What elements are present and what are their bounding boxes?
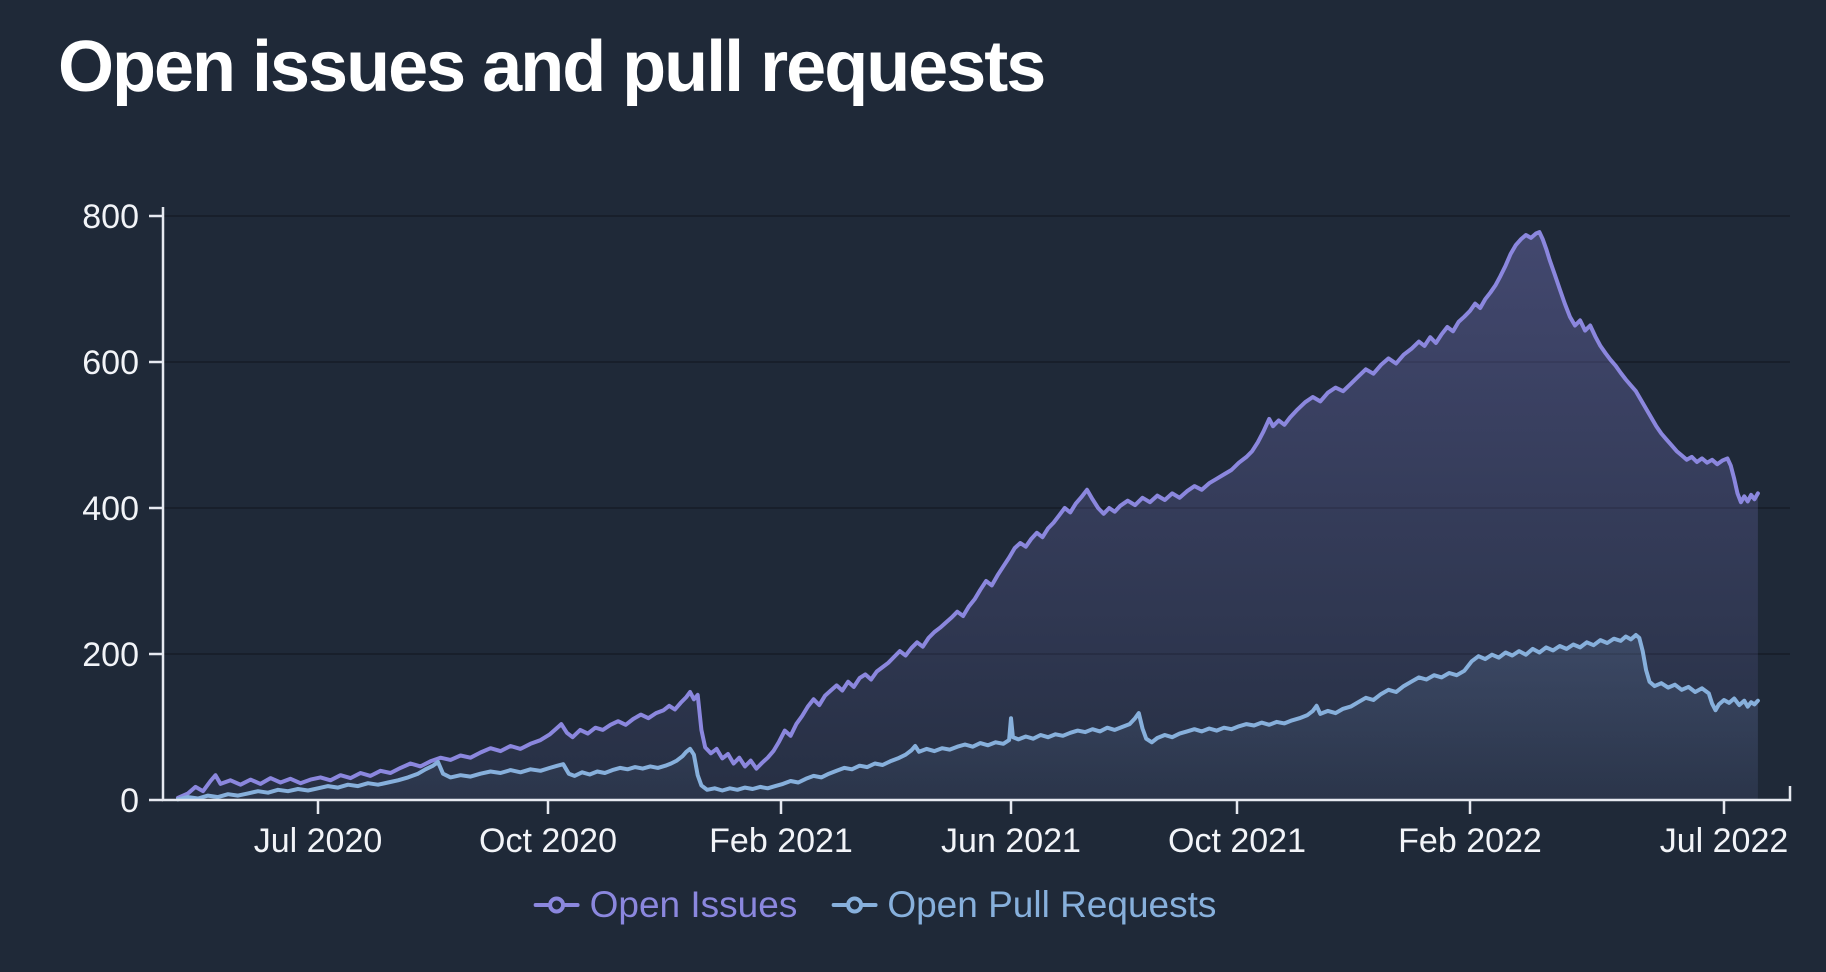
- legend-label-open-issues: Open Issues: [589, 884, 798, 925]
- open-issues-line: [176, 230, 1760, 800]
- legend-item-open-issues: Open Issues: [533, 884, 798, 926]
- chart-legend: Open Issues Open Pull Requests: [533, 884, 1216, 926]
- open-pull-requests-area: [178, 635, 1758, 800]
- open-pull-requests-line: [176, 633, 1760, 802]
- x-tick-label-0: Jul 2020: [254, 822, 383, 860]
- y-tick-label-0: 0: [120, 782, 139, 820]
- chart-title: Open issues and pull requests: [58, 27, 1046, 107]
- y-tick-label-400: 400: [82, 490, 139, 528]
- axis-lines: [161, 207, 1792, 802]
- x-tick-label-2: Feb 2021: [709, 822, 853, 860]
- x-axis-ticks: Jul 2020 Oct 2020 Feb 2021 Jun 2021 Oct 2021…: [254, 800, 1789, 860]
- y-tick-label-200: 200: [82, 636, 139, 674]
- y-tick-label-600: 600: [82, 344, 139, 382]
- x-tick-label-3: Jun 2021: [941, 822, 1081, 860]
- y-axis-ticks: 0 200 400 600 800: [82, 198, 163, 820]
- x-tick-label-1: Oct 2020: [479, 822, 617, 860]
- y-tick-label-800: 800: [82, 198, 139, 236]
- open-pull-requests-legend-marker: [831, 896, 878, 914]
- x-tick-label-6: Jul 2022: [1660, 822, 1789, 860]
- x-tick-label-4: Oct 2021: [1168, 822, 1306, 860]
- legend-label-open-pull-requests: Open Pull Requests: [887, 884, 1217, 925]
- legend-item-open-pull-requests: Open Pull Requests: [831, 884, 1216, 926]
- x-tick-label-5: Feb 2022: [1398, 822, 1542, 860]
- open-issues-legend-marker: [533, 896, 580, 914]
